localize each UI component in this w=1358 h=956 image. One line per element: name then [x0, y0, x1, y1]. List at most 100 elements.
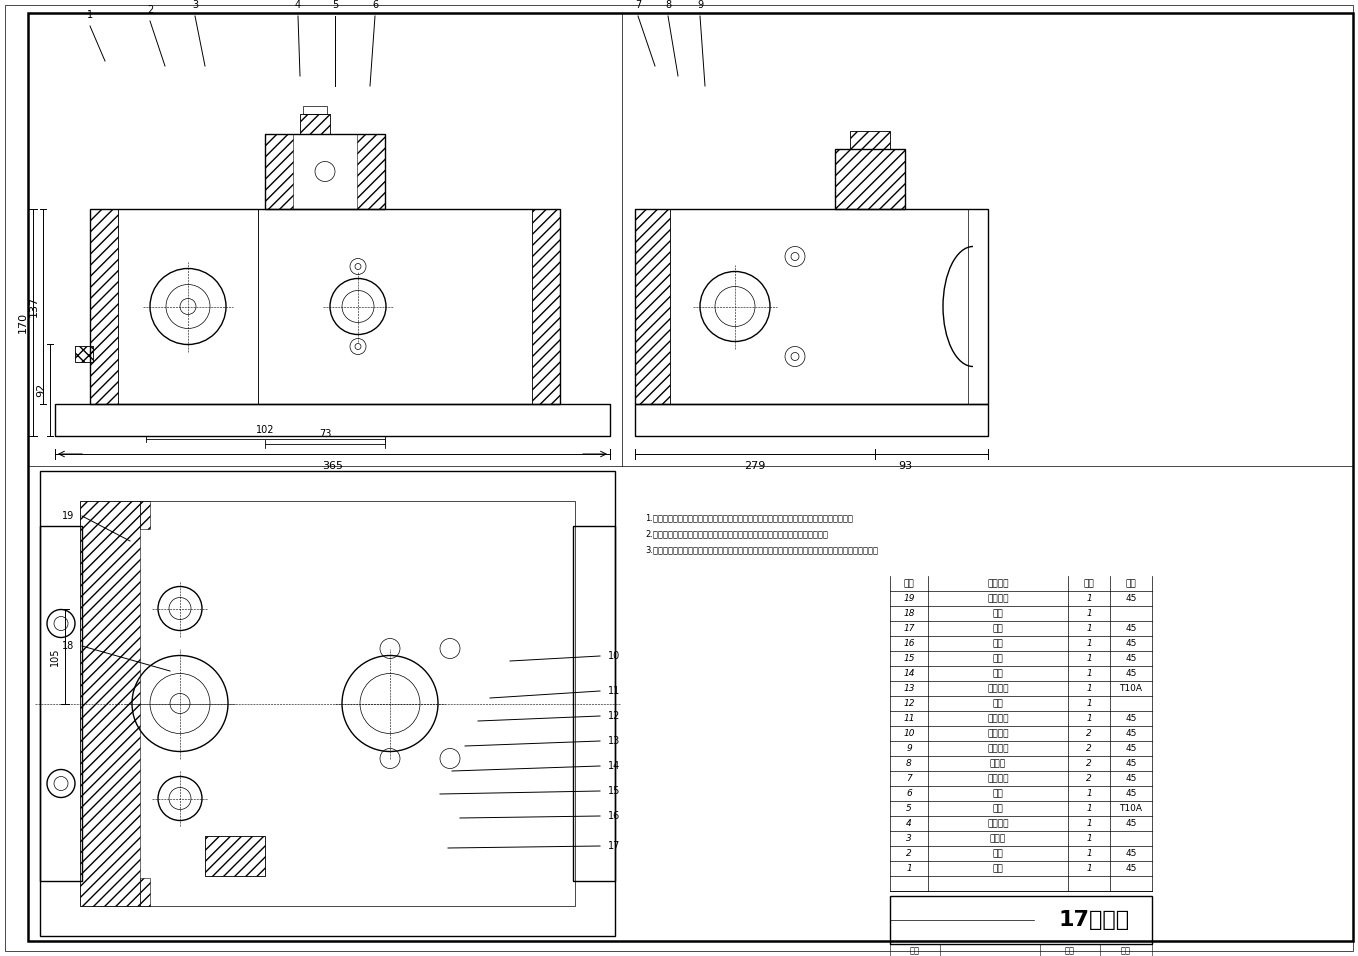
Text: 1: 1: [1086, 609, 1092, 618]
Text: 11: 11: [608, 686, 621, 696]
Text: 11: 11: [903, 714, 915, 723]
Text: 零件名称: 零件名称: [987, 579, 1009, 588]
Text: 19: 19: [903, 594, 915, 603]
Bar: [303, 106, 327, 114]
Bar: [532, 209, 559, 404]
Bar: [300, 114, 330, 134]
Text: 1.装入夹具零件及部件（包括外购件、外体件），均应具有合格证明才能合格正式进行装配。: 1.装入夹具零件及部件（包括外购件、外体件），均应具有合格证明才能合格正式进行装…: [645, 513, 853, 522]
Bar: [80, 501, 140, 906]
Text: 45: 45: [1126, 654, 1137, 663]
Text: 10: 10: [903, 729, 915, 738]
Text: 17孔夹具: 17孔夹具: [1059, 910, 1130, 930]
Text: 17: 17: [608, 841, 621, 851]
Text: 45: 45: [1126, 849, 1137, 858]
Text: 45: 45: [1126, 819, 1137, 828]
Text: 4: 4: [906, 819, 911, 828]
Text: 序号: 序号: [903, 579, 914, 588]
Bar: [669, 209, 968, 404]
Text: 1: 1: [1086, 669, 1092, 678]
Text: 4: 4: [295, 0, 301, 10]
Text: 3.零件在装配前应清洗干净，不得有毛刺、飞边、氧化皮、锐棱、刷痕、划痕、礴痕、着色剂和尘处等。: 3.零件在装配前应清洗干净，不得有毛刺、飞边、氧化皮、锐棱、刷痕、划痕、礴痕、着…: [645, 545, 879, 554]
Text: 102: 102: [257, 425, 274, 435]
Text: 45: 45: [1126, 864, 1137, 873]
Text: 2: 2: [1086, 744, 1092, 753]
Text: 5: 5: [906, 804, 911, 813]
Text: 压紧联丛: 压紧联丛: [987, 714, 1009, 723]
Text: T10A: T10A: [1119, 684, 1142, 693]
Text: 18: 18: [903, 609, 915, 618]
Text: 7: 7: [906, 774, 911, 783]
Bar: [205, 836, 265, 876]
Text: 92: 92: [37, 382, 46, 397]
Text: 连杆联丛: 连杆联丛: [987, 744, 1009, 753]
Text: 1: 1: [1086, 834, 1092, 843]
Text: 压紧弹簧: 压紧弹簧: [987, 684, 1009, 693]
Text: 14: 14: [903, 669, 915, 678]
Text: 45: 45: [1126, 789, 1137, 798]
Text: 365: 365: [322, 461, 344, 471]
Text: 主件: 主件: [993, 669, 1004, 678]
Text: 12: 12: [903, 699, 915, 708]
Bar: [573, 526, 615, 881]
Text: 2.装配前对零、部件的主要配合尺尺，特别是过渡配合尺尺及相关精度进行复测。: 2.装配前对零、部件的主要配合尺尺，特别是过渡配合尺尺及相关精度进行复测。: [645, 529, 828, 538]
Text: 1: 1: [1086, 714, 1092, 723]
Text: 6: 6: [906, 789, 911, 798]
Bar: [90, 209, 118, 404]
Bar: [570, 404, 610, 436]
Bar: [835, 149, 904, 209]
Text: 45: 45: [1126, 639, 1137, 648]
Text: 16: 16: [903, 639, 915, 648]
Bar: [357, 134, 386, 209]
Bar: [300, 114, 330, 134]
Text: 1: 1: [1086, 789, 1092, 798]
Text: 2: 2: [1086, 759, 1092, 768]
Text: 16: 16: [608, 811, 621, 821]
Text: 45: 45: [1126, 624, 1137, 633]
Text: 1: 1: [1086, 819, 1092, 828]
Bar: [636, 404, 669, 436]
Text: 12: 12: [608, 711, 621, 721]
Text: 钒等: 钒等: [993, 789, 1004, 798]
Text: 8: 8: [906, 759, 911, 768]
Text: 45: 45: [1126, 594, 1137, 603]
Bar: [265, 134, 293, 209]
Text: 2: 2: [906, 849, 911, 858]
Text: 2: 2: [1086, 729, 1092, 738]
Text: 14: 14: [608, 761, 621, 771]
Text: 蝠母: 蝠母: [993, 624, 1004, 633]
Text: 定位销: 定位销: [990, 759, 1006, 768]
Text: 1: 1: [906, 864, 911, 873]
Bar: [140, 878, 149, 906]
Text: 压紧螺母: 压紧螺母: [987, 819, 1009, 828]
Text: 73: 73: [319, 429, 331, 439]
Bar: [205, 836, 265, 876]
Text: T10A: T10A: [1119, 804, 1142, 813]
Text: 17: 17: [903, 624, 915, 633]
Text: 18: 18: [61, 641, 73, 651]
Bar: [39, 526, 81, 881]
Bar: [889, 896, 1152, 944]
Bar: [850, 131, 889, 149]
Text: 15: 15: [903, 654, 915, 663]
Bar: [140, 501, 149, 529]
Text: 1: 1: [1086, 639, 1092, 648]
Text: 娱件: 娱件: [993, 654, 1004, 663]
Text: 9: 9: [697, 0, 703, 10]
Text: 6: 6: [372, 0, 378, 10]
Bar: [56, 404, 95, 436]
Text: 105: 105: [50, 647, 60, 665]
Bar: [90, 209, 559, 404]
Text: 1: 1: [1086, 624, 1092, 633]
Text: 279: 279: [744, 461, 766, 471]
Text: 压块: 压块: [993, 609, 1004, 618]
Text: 奕件: 奕件: [993, 864, 1004, 873]
Text: 2: 2: [1086, 774, 1092, 783]
Bar: [75, 346, 92, 362]
Text: 13: 13: [608, 736, 621, 746]
Text: 45: 45: [1126, 729, 1137, 738]
Text: 45: 45: [1126, 744, 1137, 753]
Text: 数量: 数量: [1084, 579, 1095, 588]
Text: 2: 2: [147, 5, 153, 15]
Text: 设计: 设计: [910, 946, 919, 955]
Text: 重量: 重量: [1065, 946, 1076, 955]
